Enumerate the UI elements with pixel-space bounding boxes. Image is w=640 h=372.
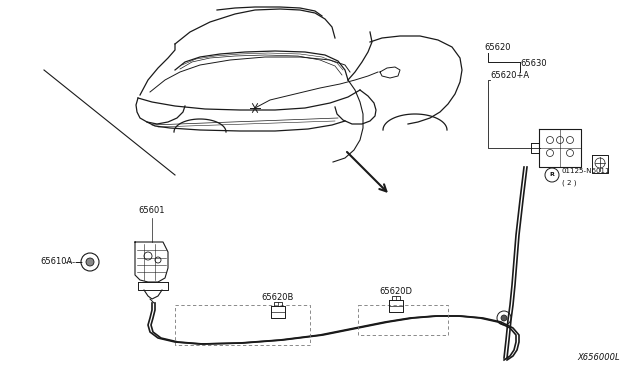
Text: 65620B: 65620B bbox=[262, 293, 294, 302]
Text: 65620D: 65620D bbox=[380, 287, 413, 296]
Text: 65630: 65630 bbox=[520, 58, 547, 67]
Text: 65610A: 65610A bbox=[40, 257, 72, 266]
Text: 65620+A: 65620+A bbox=[490, 71, 529, 80]
Text: R: R bbox=[550, 173, 554, 177]
Circle shape bbox=[86, 258, 94, 266]
Text: 65620: 65620 bbox=[484, 44, 511, 52]
Text: 65601: 65601 bbox=[139, 206, 165, 215]
Text: 01125-N6011: 01125-N6011 bbox=[562, 168, 611, 174]
Text: ( 2 ): ( 2 ) bbox=[562, 180, 577, 186]
Circle shape bbox=[501, 315, 507, 321]
Text: X656000L: X656000L bbox=[577, 353, 620, 362]
